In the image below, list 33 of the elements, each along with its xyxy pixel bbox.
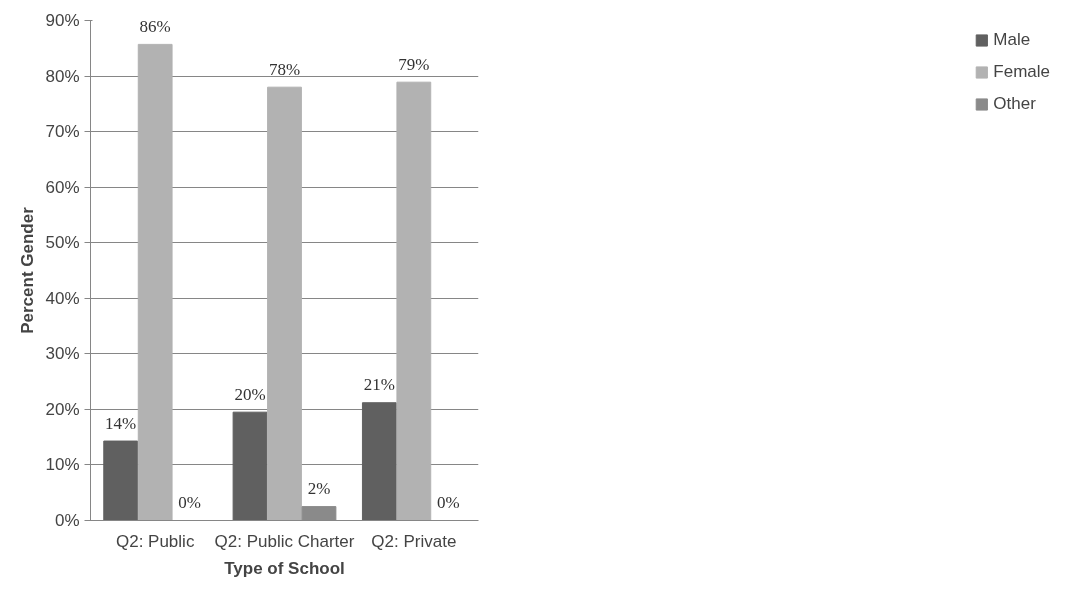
x-axis-title: Type of School (224, 558, 345, 578)
data-label: 0% (436, 493, 460, 513)
data-label: 86% (139, 17, 171, 37)
x-tick-label: Q2: Public Charter (214, 531, 355, 551)
x-tick-label: Q2: Private (371, 531, 457, 551)
y-tick-label: 50% (45, 233, 80, 253)
data-label: 14% (105, 413, 137, 433)
y-tick-label: 10% (45, 455, 80, 475)
y-tick-label: 30% (45, 344, 80, 364)
bar (361, 402, 397, 521)
data-label: 78% (268, 59, 301, 79)
data-label: 2% (307, 479, 331, 499)
bar (103, 440, 139, 521)
x-tick-label: Q2: Public (115, 531, 195, 551)
y-tick-label: 60% (45, 177, 80, 197)
y-tick-label: 20% (45, 399, 80, 419)
y-tick-label: 90% (45, 11, 80, 30)
y-tick-label: 0% (54, 511, 80, 530)
legend-label: Other (993, 94, 1036, 114)
bar (396, 81, 432, 521)
data-label: 21% (363, 375, 395, 395)
legend-label: Male (993, 30, 1031, 50)
bar (267, 86, 302, 521)
bar (137, 43, 173, 521)
y-axis-title: Percent Gender (18, 206, 38, 334)
data-label: 20% (234, 384, 266, 404)
y-tick-label: 70% (45, 122, 80, 142)
legend-label: Female (993, 62, 1050, 82)
data-label: 79% (398, 54, 430, 74)
bar (232, 411, 268, 521)
data-label: 0% (178, 493, 201, 513)
y-tick-label: 40% (45, 288, 80, 308)
y-tick-label: 80% (45, 66, 80, 86)
